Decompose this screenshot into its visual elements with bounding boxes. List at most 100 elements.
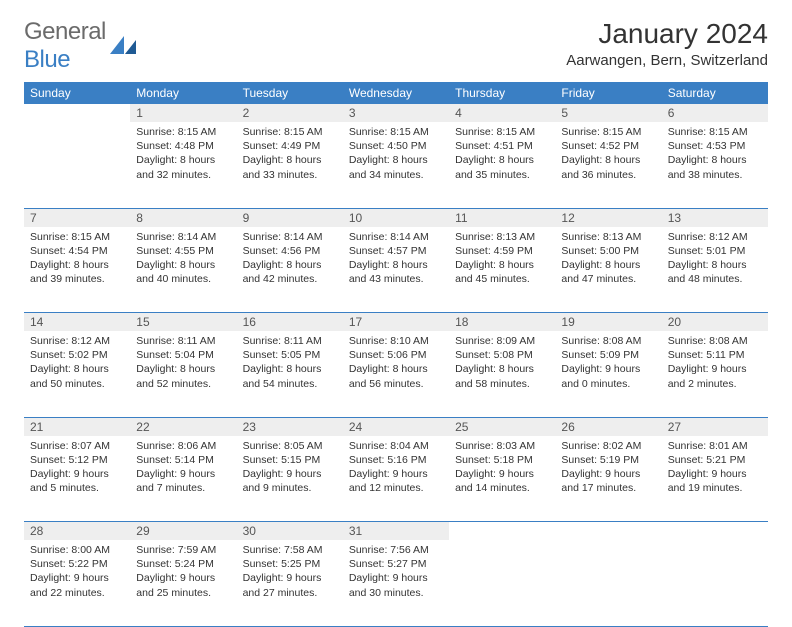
day-number-cell: 21 (24, 417, 130, 436)
day-number-cell: 11 (449, 208, 555, 227)
day-content-cell: Sunrise: 8:15 AMSunset: 4:54 PMDaylight:… (24, 227, 130, 313)
day-content-cell: Sunrise: 8:12 AMSunset: 5:02 PMDaylight:… (24, 331, 130, 417)
day-content: Sunrise: 8:00 AMSunset: 5:22 PMDaylight:… (24, 540, 130, 606)
day-content: Sunrise: 8:15 AMSunset: 4:48 PMDaylight:… (130, 122, 236, 188)
month-title: January 2024 (566, 18, 768, 50)
day-content: Sunrise: 8:14 AMSunset: 4:56 PMDaylight:… (237, 227, 343, 293)
day-number-cell: 3 (343, 104, 449, 122)
daynum-row: 21222324252627 (24, 417, 768, 436)
day-content-cell: Sunrise: 8:02 AMSunset: 5:19 PMDaylight:… (555, 436, 661, 522)
logo-sail-icon (110, 36, 136, 54)
day-content-cell: Sunrise: 8:13 AMSunset: 4:59 PMDaylight:… (449, 227, 555, 313)
calendar-body: 123456Sunrise: 8:15 AMSunset: 4:48 PMDay… (24, 104, 768, 626)
day-number-cell: 31 (343, 522, 449, 541)
day-content: Sunrise: 8:11 AMSunset: 5:05 PMDaylight:… (237, 331, 343, 397)
day-number-cell: 22 (130, 417, 236, 436)
day-content: Sunrise: 8:15 AMSunset: 4:49 PMDaylight:… (237, 122, 343, 188)
day-content-cell: Sunrise: 8:14 AMSunset: 4:55 PMDaylight:… (130, 227, 236, 313)
weekday-header: Tuesday (237, 82, 343, 104)
day-number-cell (449, 522, 555, 541)
day-number-cell: 1 (130, 104, 236, 122)
day-content-cell: Sunrise: 8:15 AMSunset: 4:51 PMDaylight:… (449, 122, 555, 208)
day-content-cell: Sunrise: 8:11 AMSunset: 5:05 PMDaylight:… (237, 331, 343, 417)
day-content: Sunrise: 8:08 AMSunset: 5:11 PMDaylight:… (662, 331, 768, 397)
day-content-cell: Sunrise: 8:00 AMSunset: 5:22 PMDaylight:… (24, 540, 130, 626)
day-content: Sunrise: 8:15 AMSunset: 4:54 PMDaylight:… (24, 227, 130, 293)
day-content: Sunrise: 8:08 AMSunset: 5:09 PMDaylight:… (555, 331, 661, 397)
day-number-cell: 12 (555, 208, 661, 227)
day-number-cell: 23 (237, 417, 343, 436)
day-content-cell: Sunrise: 8:15 AMSunset: 4:50 PMDaylight:… (343, 122, 449, 208)
calendar-table: SundayMondayTuesdayWednesdayThursdayFrid… (24, 82, 768, 627)
day-content: Sunrise: 7:58 AMSunset: 5:25 PMDaylight:… (237, 540, 343, 606)
day-content-cell: Sunrise: 8:14 AMSunset: 4:57 PMDaylight:… (343, 227, 449, 313)
day-content-cell: Sunrise: 8:15 AMSunset: 4:52 PMDaylight:… (555, 122, 661, 208)
weekday-header: Sunday (24, 82, 130, 104)
day-content-cell: Sunrise: 7:58 AMSunset: 5:25 PMDaylight:… (237, 540, 343, 626)
day-number-cell: 20 (662, 313, 768, 332)
day-content-cell: Sunrise: 8:14 AMSunset: 4:56 PMDaylight:… (237, 227, 343, 313)
weekday-header: Friday (555, 82, 661, 104)
daynum-row: 78910111213 (24, 208, 768, 227)
day-number-cell: 6 (662, 104, 768, 122)
day-number-cell (662, 522, 768, 541)
day-content: Sunrise: 8:14 AMSunset: 4:55 PMDaylight:… (130, 227, 236, 293)
day-number-cell: 30 (237, 522, 343, 541)
day-content-cell: Sunrise: 8:12 AMSunset: 5:01 PMDaylight:… (662, 227, 768, 313)
day-number-cell: 4 (449, 104, 555, 122)
weekday-header: Wednesday (343, 82, 449, 104)
day-content: Sunrise: 8:12 AMSunset: 5:02 PMDaylight:… (24, 331, 130, 397)
title-block: January 2024 Aarwangen, Bern, Switzerlan… (566, 18, 768, 69)
day-number-cell: 8 (130, 208, 236, 227)
day-number-cell: 15 (130, 313, 236, 332)
day-number-cell: 18 (449, 313, 555, 332)
logo-text: General Blue (24, 18, 106, 74)
day-number-cell: 29 (130, 522, 236, 541)
day-number-cell: 5 (555, 104, 661, 122)
day-number-cell: 27 (662, 417, 768, 436)
day-content-cell: Sunrise: 8:15 AMSunset: 4:48 PMDaylight:… (130, 122, 236, 208)
day-content: Sunrise: 8:04 AMSunset: 5:16 PMDaylight:… (343, 436, 449, 502)
daynum-row: 28293031 (24, 522, 768, 541)
day-number-cell: 7 (24, 208, 130, 227)
day-content-cell: Sunrise: 7:59 AMSunset: 5:24 PMDaylight:… (130, 540, 236, 626)
logo: General Blue (24, 18, 136, 74)
day-number-cell: 25 (449, 417, 555, 436)
day-content: Sunrise: 8:06 AMSunset: 5:14 PMDaylight:… (130, 436, 236, 502)
weekday-header: Saturday (662, 82, 768, 104)
day-content: Sunrise: 8:12 AMSunset: 5:01 PMDaylight:… (662, 227, 768, 293)
weekday-header: Thursday (449, 82, 555, 104)
day-content: Sunrise: 8:07 AMSunset: 5:12 PMDaylight:… (24, 436, 130, 502)
day-content-cell: Sunrise: 8:01 AMSunset: 5:21 PMDaylight:… (662, 436, 768, 522)
day-content: Sunrise: 8:13 AMSunset: 4:59 PMDaylight:… (449, 227, 555, 293)
day-content-cell: Sunrise: 8:03 AMSunset: 5:18 PMDaylight:… (449, 436, 555, 522)
logo-text-2: Blue (24, 46, 70, 73)
day-content-cell: Sunrise: 8:10 AMSunset: 5:06 PMDaylight:… (343, 331, 449, 417)
day-content-cell: Sunrise: 8:05 AMSunset: 5:15 PMDaylight:… (237, 436, 343, 522)
header: General Blue January 2024 Aarwangen, Ber… (24, 18, 768, 74)
day-content: Sunrise: 8:09 AMSunset: 5:08 PMDaylight:… (449, 331, 555, 397)
day-content-cell (449, 540, 555, 626)
day-content: Sunrise: 8:15 AMSunset: 4:51 PMDaylight:… (449, 122, 555, 188)
day-content-cell: Sunrise: 8:11 AMSunset: 5:04 PMDaylight:… (130, 331, 236, 417)
day-number-cell: 9 (237, 208, 343, 227)
day-content: Sunrise: 8:13 AMSunset: 5:00 PMDaylight:… (555, 227, 661, 293)
daynum-row: 123456 (24, 104, 768, 122)
day-content: Sunrise: 8:05 AMSunset: 5:15 PMDaylight:… (237, 436, 343, 502)
day-number-cell: 14 (24, 313, 130, 332)
day-content: Sunrise: 8:15 AMSunset: 4:52 PMDaylight:… (555, 122, 661, 188)
day-number-cell: 13 (662, 208, 768, 227)
day-content: Sunrise: 8:03 AMSunset: 5:18 PMDaylight:… (449, 436, 555, 502)
day-number-cell (555, 522, 661, 541)
day-content: Sunrise: 8:15 AMSunset: 4:53 PMDaylight:… (662, 122, 768, 188)
day-content: Sunrise: 8:02 AMSunset: 5:19 PMDaylight:… (555, 436, 661, 502)
day-content-cell: Sunrise: 8:07 AMSunset: 5:12 PMDaylight:… (24, 436, 130, 522)
location: Aarwangen, Bern, Switzerland (566, 52, 768, 69)
day-content-cell: Sunrise: 7:56 AMSunset: 5:27 PMDaylight:… (343, 540, 449, 626)
day-number-cell: 2 (237, 104, 343, 122)
day-content: Sunrise: 7:59 AMSunset: 5:24 PMDaylight:… (130, 540, 236, 606)
day-content-cell: Sunrise: 8:09 AMSunset: 5:08 PMDaylight:… (449, 331, 555, 417)
day-content-cell: Sunrise: 8:13 AMSunset: 5:00 PMDaylight:… (555, 227, 661, 313)
day-content-cell (555, 540, 661, 626)
day-number-cell (24, 104, 130, 122)
